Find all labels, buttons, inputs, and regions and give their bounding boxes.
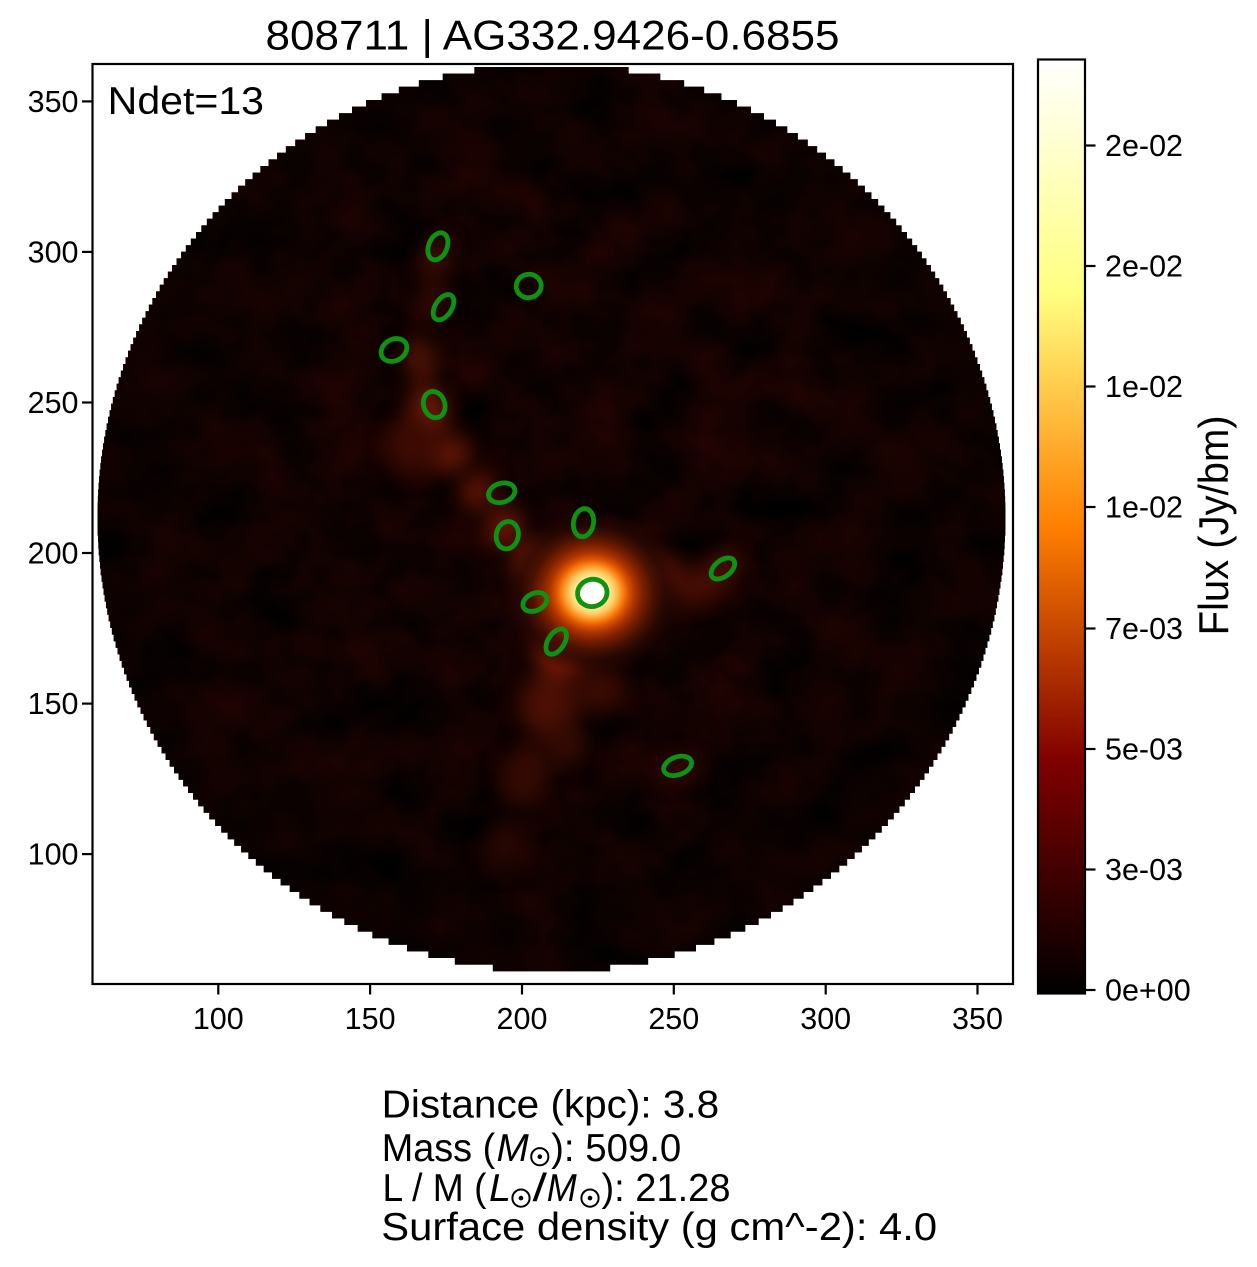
svg-text:L / M (: L / M ( [383,1167,487,1210]
svg-text:Distance (kpc): 3.8: Distance (kpc): 3.8 [382,1083,720,1126]
svg-text:1e-02: 1e-02 [1105,490,1183,524]
svg-text:2e-02: 2e-02 [1105,249,1183,283]
svg-text:150: 150 [345,1002,396,1036]
svg-text:200: 200 [28,536,79,570]
svg-text:Flux (Jy/bm): Flux (Jy/bm) [1190,415,1237,635]
svg-text:7e-03: 7e-03 [1105,612,1183,646]
svg-text:M: M [497,1127,530,1170]
svg-text:300: 300 [800,1002,851,1036]
svg-text:100: 100 [193,1002,244,1036]
svg-text:): 21.28: ): 21.28 [602,1167,731,1210]
svg-text:200: 200 [497,1002,548,1036]
svg-text:): 509.0: ): 509.0 [551,1127,681,1170]
svg-text:0e+00: 0e+00 [1105,973,1191,1007]
svg-text:250: 250 [28,386,79,420]
svg-text:M: M [547,1167,578,1210]
svg-text:3e-03: 3e-03 [1105,853,1183,887]
svg-text:350: 350 [952,1002,1003,1036]
svg-text:1e-02: 1e-02 [1105,370,1183,404]
svg-text:5e-03: 5e-03 [1105,732,1183,766]
svg-text:300: 300 [28,235,79,269]
svg-text:808711 | AG332.9426-0.6855: 808711 | AG332.9426-0.6855 [266,12,840,59]
svg-text:/: / [533,1167,548,1210]
svg-text:Surface density (g cm^-2): 4.0: Surface density (g cm^-2): 4.0 [381,1206,937,1249]
svg-text:250: 250 [648,1002,699,1036]
svg-text:350: 350 [28,85,79,119]
svg-text:Ndet=13: Ndet=13 [108,80,264,123]
svg-text:L: L [489,1167,511,1210]
svg-text:150: 150 [28,687,79,721]
svg-text:2e-02: 2e-02 [1105,129,1183,163]
svg-text:Mass (: Mass ( [382,1127,496,1170]
svg-text:100: 100 [28,838,79,872]
